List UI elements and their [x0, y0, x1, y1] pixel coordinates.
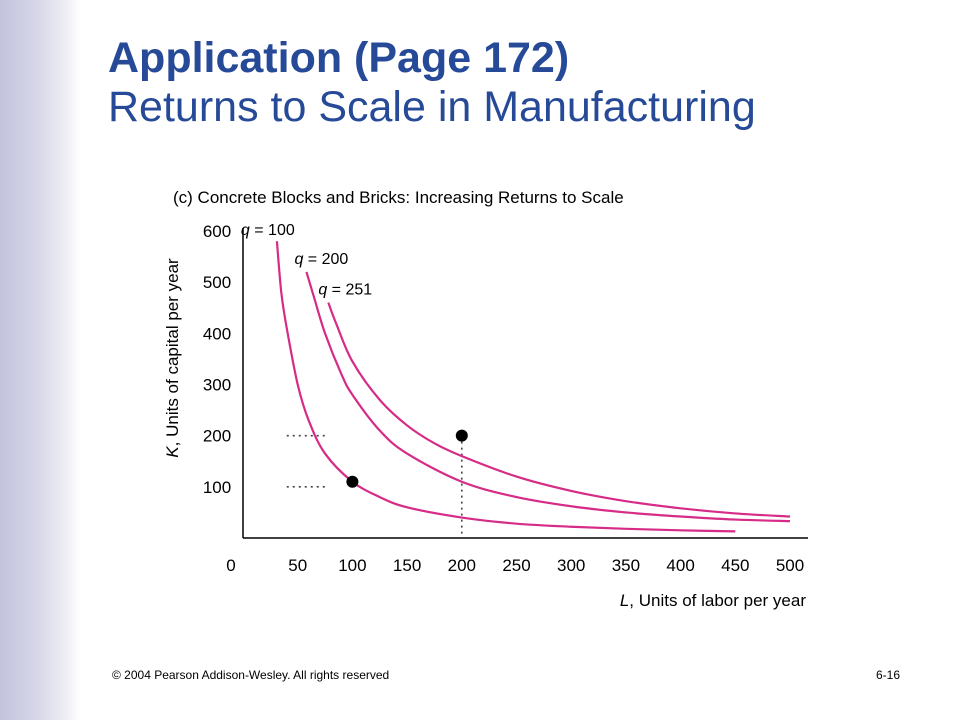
x-tick-label: 300 [557, 556, 585, 575]
footer-slide-number: 6-16 [876, 668, 901, 682]
curve-label-2: q = 251 [318, 282, 372, 299]
y-tick-labels: 100 200 300 400 500 600 [203, 222, 231, 497]
curve-labels: q = 100 q = 200 q = 251 [241, 222, 372, 298]
y-tick-label: 600 [203, 222, 231, 241]
side-decoration-band [0, 0, 80, 720]
curve-label-1: q = 200 [294, 251, 348, 268]
highlighted-points [346, 429, 468, 488]
x-tick-label: 500 [776, 556, 804, 575]
x-axis-label-text: , Units of labor per year [629, 591, 806, 610]
x-tick-label: 350 [612, 556, 640, 575]
y-tick-label: 200 [203, 427, 231, 446]
x-tick-label: 250 [502, 556, 530, 575]
x-tick-labels: 50 100 150 200 250 300 350 400 450 500 [288, 556, 804, 575]
slide-title-line2: Returns to Scale in Manufacturing [108, 83, 756, 131]
isoquant-curve-1 [305, 271, 791, 523]
highlighted-point-1 [455, 429, 468, 442]
isoquant-curves [275, 241, 791, 533]
slide-title-line1: Application (Page 172) [108, 34, 570, 82]
x-tick-label: 50 [288, 556, 307, 575]
x-tick-label: 150 [393, 556, 421, 575]
y-axis-label-text: , Units of capital per year [163, 258, 182, 446]
origin-label: 0 [226, 556, 235, 575]
y-axis-label-var: K [163, 446, 182, 458]
y-tick-label: 100 [203, 478, 231, 497]
x-tick-label: 200 [448, 556, 476, 575]
footer-copyright: © 2004 Pearson Addison-Wesley. All right… [112, 668, 390, 682]
isoquant-curve-2 [327, 302, 791, 518]
x-axis-label-var: L [620, 591, 629, 610]
guide-lines [286, 434, 463, 538]
x-tick-label: 100 [338, 556, 366, 575]
chart-panel-caption: (c) Concrete Blocks and Bricks: Increasi… [173, 188, 624, 207]
y-tick-label: 500 [203, 273, 231, 292]
highlighted-point-0 [346, 475, 359, 488]
slide-title: Application (Page 172) Returns to Scale … [108, 34, 756, 132]
x-tick-label: 450 [721, 556, 749, 575]
isoquant-curve-0 [275, 241, 736, 533]
y-axis-label: K, Units of capital per year [163, 258, 182, 458]
x-axis-label: L, Units of labor per year [620, 591, 806, 610]
curve-label-0: q = 100 [241, 222, 295, 239]
y-tick-label: 300 [203, 376, 231, 395]
x-tick-label: 400 [666, 556, 694, 575]
y-tick-label: 400 [203, 324, 231, 343]
